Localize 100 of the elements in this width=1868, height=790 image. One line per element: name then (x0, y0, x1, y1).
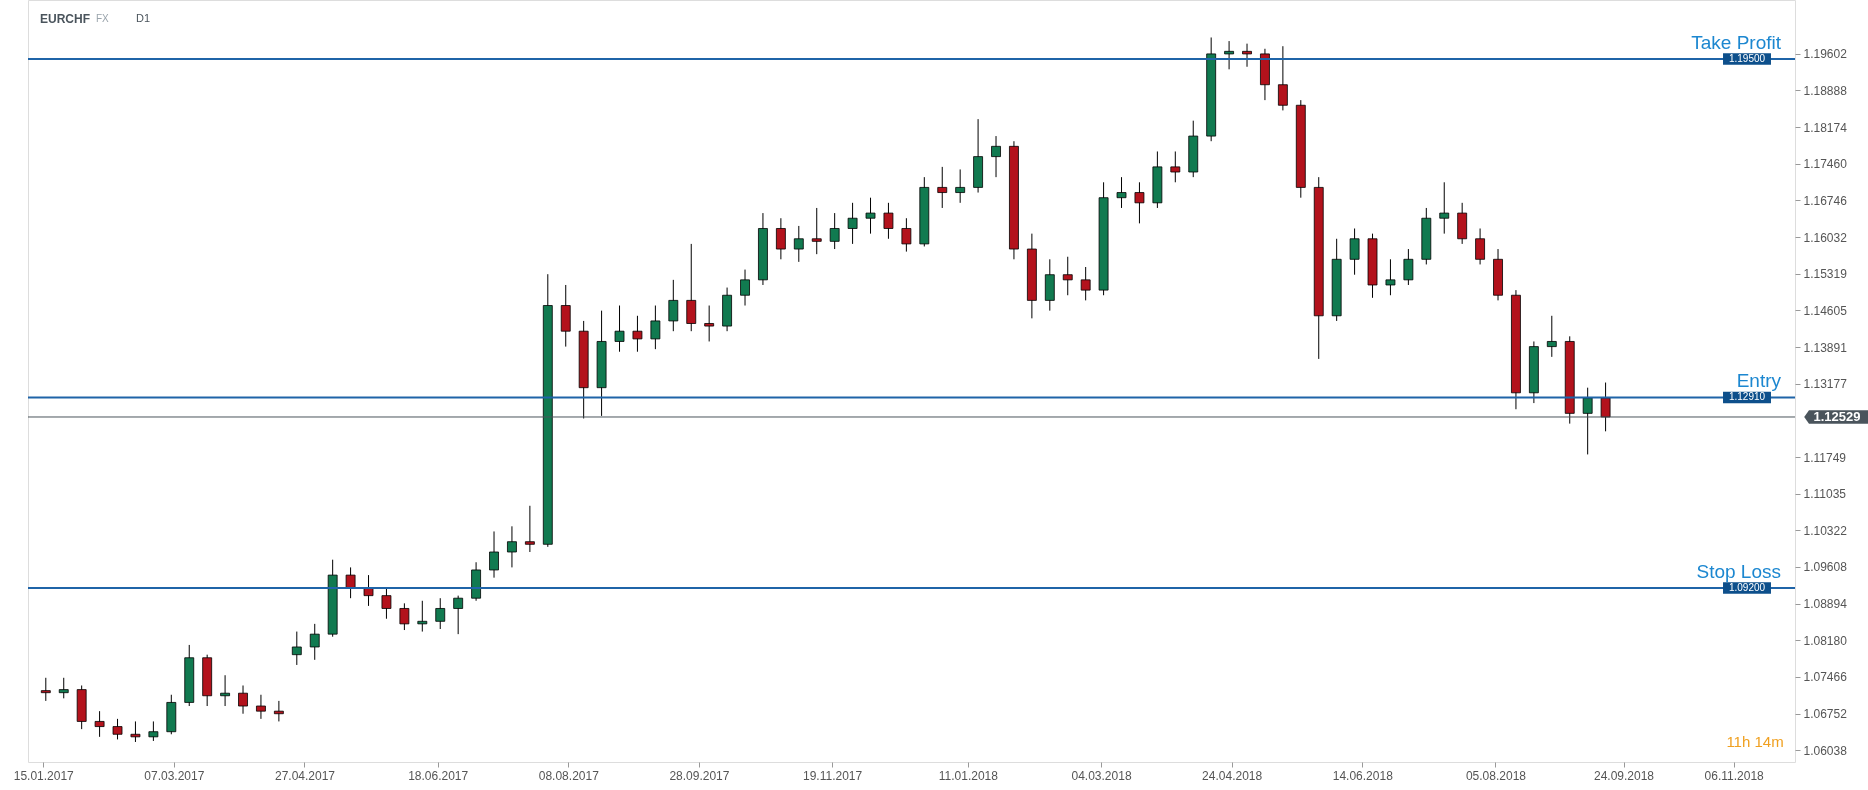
candlestick (740, 269, 750, 307)
candlestick (1403, 248, 1414, 286)
candlestick (614, 305, 625, 353)
candlestick (291, 631, 302, 666)
candlestick (148, 720, 159, 742)
candlestick (363, 574, 374, 607)
annotation: 1.09200 (1728, 581, 1766, 593)
candlestick (1242, 43, 1252, 68)
x-tick-label: 19.11.2017 (803, 768, 863, 783)
candlestick (704, 305, 715, 342)
candlestick (112, 718, 123, 740)
x-tick-label: 24.09.2018 (1593, 768, 1655, 783)
y-tick-label: 1.19602 (1803, 47, 1848, 62)
x-tick-label: 14.06.2018 (1332, 768, 1394, 783)
candlestick (686, 243, 697, 332)
x-tick-label: 05.08.2018 (1465, 768, 1527, 783)
x-tick-label: 07.03.2017 (144, 768, 205, 783)
candlestick (1546, 315, 1557, 358)
ref-line-label: Entry (1736, 370, 1782, 392)
candlestick (829, 212, 840, 250)
candlestick (991, 135, 1001, 178)
text: EURCHF (40, 12, 90, 26)
y-tick-label: 1.16032 (1803, 230, 1848, 245)
candlestick (94, 710, 105, 738)
x-tick-label: 15.01.2017 (13, 768, 75, 783)
x-tick-label: 28.09.2017 (669, 768, 730, 783)
candlestick (955, 168, 966, 204)
candlestick (650, 305, 661, 350)
candlestick (937, 166, 948, 209)
x-tick-label: 08.08.2017 (538, 768, 600, 783)
x-tick-label: 04.03.2018 (1071, 768, 1132, 783)
candlestick (1134, 181, 1145, 224)
candlestick (435, 597, 446, 630)
candlestick (1439, 181, 1450, 235)
candlestick (130, 720, 141, 743)
candlestick (793, 225, 804, 263)
y-tick-label: 1.13891 (1803, 340, 1848, 355)
candlestick (1349, 228, 1360, 276)
annotation: 11h 14m (1726, 733, 1784, 750)
candlestick (524, 505, 535, 553)
candlestick (345, 566, 356, 599)
y-tick-label: 1.13177 (1803, 377, 1848, 392)
candlestick (668, 279, 679, 332)
candlestick (1170, 150, 1181, 183)
candlestick (1062, 256, 1073, 296)
candlestick (1277, 45, 1288, 111)
candlestick (1080, 266, 1091, 301)
x-tick-label: 24.04.2018 (1202, 768, 1263, 783)
x-tick-label: 11.01.2018 (938, 768, 999, 783)
ref-line-label: Take Profit (1691, 32, 1782, 54)
candlestick (1582, 387, 1593, 455)
y-tick-label: 1.17460 (1803, 157, 1848, 172)
candlestick (901, 217, 912, 253)
candlestick (238, 684, 248, 715)
y-tick-label: 1.07466 (1803, 670, 1848, 685)
x-tick-label: 06.11.2018 (1704, 768, 1765, 783)
candlestick (847, 202, 858, 245)
y-tick-label: 1.11749 (1803, 450, 1847, 465)
candlestick (1116, 176, 1127, 209)
ref-line-label: Stop Loss (1696, 560, 1781, 582)
annotation: 1.12910 (1728, 391, 1766, 403)
annotation: D1 (136, 12, 151, 24)
candlestick (1475, 228, 1485, 265)
candlestick (489, 530, 499, 579)
y-tick-label: 1.16746 (1803, 193, 1848, 208)
candlestick (220, 674, 230, 707)
y-tick-label: 1.18888 (1803, 83, 1848, 98)
candlestick (273, 700, 284, 722)
candlestick (58, 677, 69, 699)
ref-line-label: 1.12529 (1813, 408, 1861, 424)
annotation: 1.19500 (1728, 53, 1766, 65)
candlestick (883, 202, 894, 240)
candlestick (40, 677, 51, 702)
annotation: FX (96, 13, 110, 24)
candlestick (775, 217, 786, 260)
candlestick (507, 525, 517, 568)
candlestick (1385, 258, 1396, 296)
candlestick (865, 197, 876, 235)
y-tick-label: 1.08180 (1803, 633, 1848, 648)
y-tick-label: 1.15319 (1803, 267, 1848, 282)
y-tick-label: 1.06752 (1803, 707, 1848, 722)
candlestick (1600, 382, 1611, 432)
y-tick-label: 1.14605 (1803, 303, 1848, 318)
candlestick (632, 315, 643, 353)
y-tick-label: 1.08894 (1803, 597, 1848, 612)
candlestick (453, 595, 464, 635)
candlestick (1224, 40, 1234, 70)
candlestick (256, 694, 266, 720)
y-tick-label: 1.06038 (1803, 743, 1848, 758)
x-tick-label: 27.04.2017 (274, 768, 336, 783)
y-tick-label: 1.09608 (1803, 560, 1848, 575)
y-tick-label: 1.10322 (1803, 523, 1848, 538)
candlestick (811, 207, 822, 255)
candlestick (309, 623, 320, 661)
y-tick-label: 1.18174 (1803, 120, 1848, 135)
x-tick-label: 18.06.2017 (408, 768, 469, 783)
y-tick-label: 1.11035 (1803, 487, 1847, 502)
candlestick (417, 600, 428, 633)
candlestick (399, 602, 410, 631)
candlestick (381, 587, 392, 620)
